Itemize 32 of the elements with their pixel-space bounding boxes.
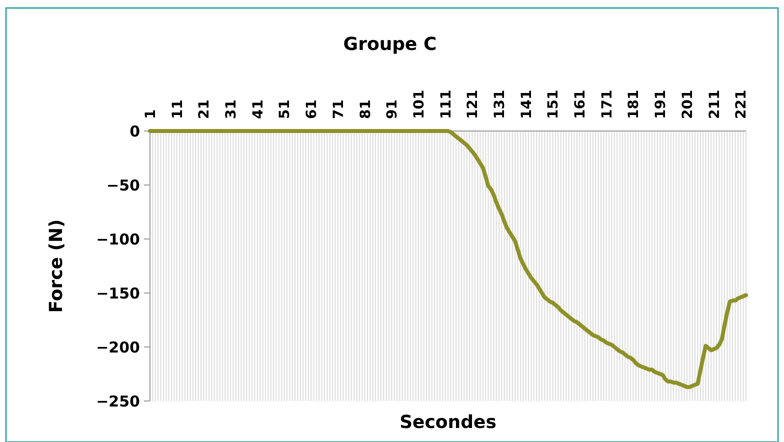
x-tick-label: 221 xyxy=(734,90,750,119)
x-tick-label: 21 xyxy=(196,100,213,119)
y-tick-label: −200 xyxy=(96,338,140,356)
x-tick-label: 31 xyxy=(224,100,240,119)
x-tick-label: 61 xyxy=(304,100,320,119)
x-tick-label: 181 xyxy=(626,90,642,119)
x-tick-label: 161 xyxy=(572,90,589,119)
y-tick-label: −250 xyxy=(96,392,140,410)
x-tick-label: 201 xyxy=(680,90,696,119)
x-axis-title: Secondes xyxy=(400,412,496,433)
x-tick-label: 151 xyxy=(546,90,562,119)
y-tick-label: 0 xyxy=(130,122,140,140)
x-tick-label: 71 xyxy=(330,100,347,119)
x-tick-label: 211 xyxy=(706,90,723,119)
x-tick-label: 111 xyxy=(438,90,454,119)
x-tick-label: 101 xyxy=(411,90,428,119)
x-tick-label: 141 xyxy=(518,90,535,119)
y-tick-label: −100 xyxy=(96,230,140,248)
x-tick-label: 91 xyxy=(384,100,401,119)
x-tick-label: 11 xyxy=(170,100,186,119)
y-axis-title: Force (N) xyxy=(46,219,67,313)
x-tick-label: 81 xyxy=(358,100,374,119)
x-tick-label: 41 xyxy=(250,100,266,119)
x-tick-label: 51 xyxy=(277,100,294,119)
x-tick-label: 131 xyxy=(492,90,508,119)
x-tick-label: 171 xyxy=(599,90,616,119)
x-tick-label: 121 xyxy=(465,90,482,119)
chart-title: Groupe C xyxy=(343,34,437,55)
x-tick-label: 1 xyxy=(143,109,159,119)
y-tick-label: −150 xyxy=(96,284,140,302)
y-tick-label: −50 xyxy=(106,176,140,194)
x-tick-label: 191 xyxy=(653,90,670,119)
